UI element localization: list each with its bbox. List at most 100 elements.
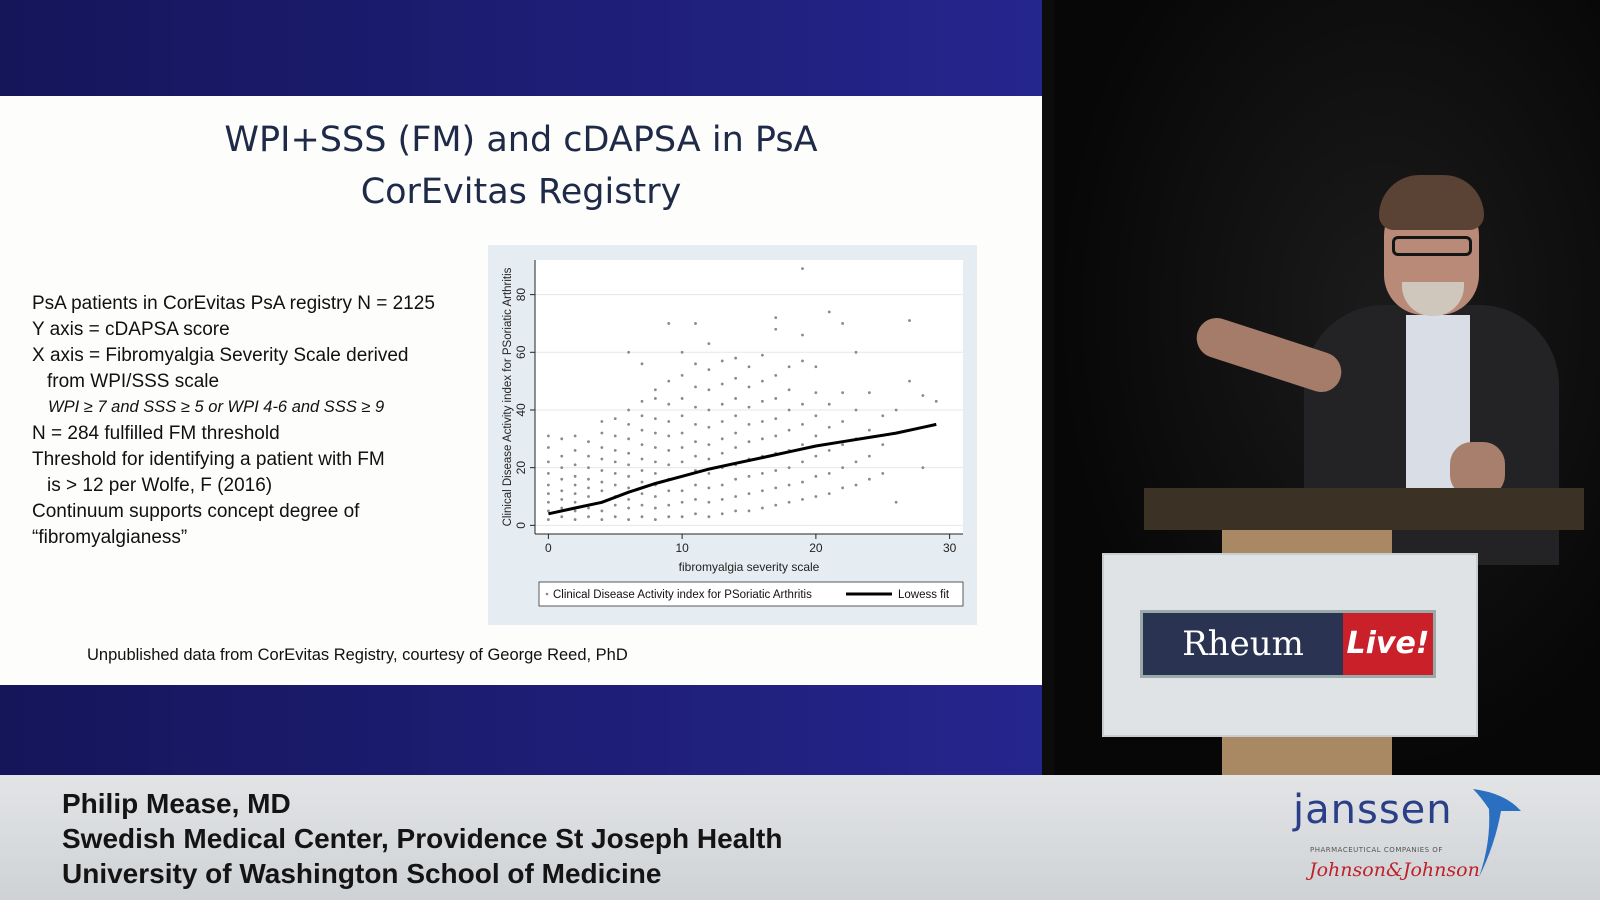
slide-subtitle: CorEvitas Registry bbox=[360, 172, 682, 212]
data-point bbox=[774, 397, 778, 400]
data-point bbox=[841, 466, 845, 470]
data-point bbox=[694, 512, 697, 516]
data-point bbox=[667, 322, 671, 325]
data-point bbox=[560, 497, 564, 501]
data-point bbox=[827, 425, 831, 429]
data-point bbox=[801, 333, 804, 337]
data-point bbox=[694, 440, 697, 444]
data-point bbox=[546, 500, 550, 504]
janssen-logo: janssen PHARMACEUTICAL COMPANIES OF John… bbox=[1290, 785, 1535, 897]
data-point bbox=[881, 414, 885, 418]
chart-legend: Clinical Disease Activity index for PSor… bbox=[538, 581, 964, 607]
data-point bbox=[827, 472, 831, 475]
data-point bbox=[600, 480, 604, 484]
scatter-chart: 0 10 20 30 0 20 40 60 80 fibromyalgia severity s… bbox=[502, 260, 964, 607]
data-point bbox=[613, 417, 617, 421]
data-point bbox=[627, 506, 631, 510]
plot-area bbox=[535, 260, 963, 534]
data-point bbox=[814, 454, 818, 458]
data-point bbox=[707, 368, 711, 371]
data-point bbox=[774, 316, 778, 320]
y-tick-label: 0 bbox=[514, 522, 528, 529]
data-point bbox=[587, 515, 590, 519]
data-point bbox=[560, 506, 564, 510]
bullet-text: “fibromyalgianess” bbox=[32, 527, 188, 548]
data-point bbox=[587, 440, 590, 444]
speaker-hair bbox=[1379, 175, 1484, 230]
grid-lines bbox=[535, 294, 963, 526]
data-point bbox=[680, 350, 684, 354]
data-point bbox=[841, 420, 845, 423]
bullet-text: X axis = Fibromyalgia Severity Scale der… bbox=[32, 345, 409, 366]
bullet-text: from WPI/SSS scale bbox=[47, 371, 220, 392]
data-point bbox=[747, 405, 751, 409]
data-point bbox=[560, 437, 564, 441]
data-point bbox=[560, 477, 564, 481]
data-point bbox=[573, 474, 577, 478]
speaker-affiliation: University of Washington School of Medic… bbox=[62, 858, 662, 889]
data-point bbox=[854, 483, 858, 487]
data-point bbox=[787, 408, 791, 412]
data-point bbox=[720, 402, 724, 406]
legend-label-line: Lowess fit bbox=[898, 589, 950, 601]
data-point bbox=[613, 434, 617, 438]
data-point bbox=[587, 486, 590, 490]
data-point bbox=[546, 434, 550, 438]
data-point bbox=[627, 437, 631, 441]
data-point bbox=[814, 365, 818, 369]
data-point bbox=[747, 474, 751, 478]
data-point bbox=[774, 327, 778, 331]
data-point bbox=[867, 428, 871, 432]
data-point bbox=[707, 457, 711, 461]
speaker-arm bbox=[1191, 312, 1347, 398]
speaker-video: Rheum Now Live! bbox=[1054, 0, 1600, 775]
data-point bbox=[841, 391, 845, 395]
data-point bbox=[600, 469, 604, 472]
lowess-line bbox=[548, 422, 937, 516]
data-point bbox=[653, 388, 657, 392]
data-point bbox=[707, 388, 711, 392]
lowess-fit-line bbox=[548, 422, 937, 516]
data-point bbox=[734, 446, 738, 449]
data-point bbox=[707, 472, 711, 475]
data-point bbox=[667, 448, 671, 452]
data-point bbox=[801, 460, 804, 464]
data-point bbox=[680, 373, 684, 377]
data-point bbox=[640, 414, 644, 418]
data-point bbox=[841, 443, 845, 446]
data-point bbox=[707, 443, 711, 446]
data-point bbox=[734, 376, 738, 380]
data-point bbox=[546, 518, 550, 521]
data-point bbox=[600, 446, 604, 449]
data-point bbox=[867, 454, 871, 458]
data-point bbox=[680, 489, 684, 493]
data-point bbox=[627, 497, 631, 501]
data-point bbox=[787, 466, 791, 470]
data-point bbox=[613, 503, 617, 507]
data-point bbox=[627, 408, 631, 412]
data-point bbox=[680, 515, 684, 519]
data-point bbox=[653, 446, 657, 449]
slide-top-band bbox=[0, 0, 1042, 96]
live-text: Live! bbox=[1343, 613, 1433, 675]
data-point bbox=[573, 448, 577, 452]
speaker-name: Philip Mease, MD bbox=[62, 788, 291, 819]
data-point bbox=[627, 423, 631, 426]
data-point bbox=[600, 431, 604, 435]
data-point bbox=[546, 509, 550, 513]
data-point bbox=[587, 454, 590, 458]
data-point bbox=[653, 518, 657, 521]
data-point bbox=[747, 492, 751, 496]
data-point bbox=[694, 483, 697, 487]
data-point bbox=[640, 457, 644, 461]
data-point bbox=[653, 431, 657, 435]
data-point bbox=[573, 434, 577, 438]
data-point bbox=[707, 342, 711, 346]
data-point bbox=[734, 356, 738, 360]
y-tick-label: 40 bbox=[514, 403, 528, 417]
data-point bbox=[720, 497, 724, 501]
y-tick-label: 20 bbox=[514, 461, 528, 475]
legend-box bbox=[538, 581, 964, 607]
slide-footnote: Unpublished data from CorEvitas Registry… bbox=[87, 646, 628, 664]
data-point bbox=[573, 500, 577, 504]
